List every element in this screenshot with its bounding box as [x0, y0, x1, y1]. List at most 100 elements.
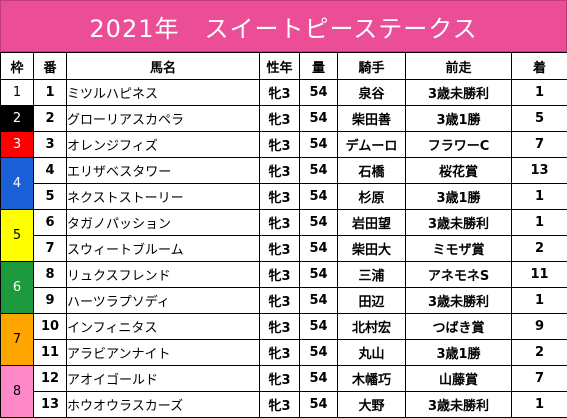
- header-sex: 性年: [260, 53, 300, 80]
- horse-name: ネクストストーリー: [67, 184, 260, 210]
- sex-age: 牝3: [260, 288, 300, 314]
- weight: 54: [300, 132, 338, 158]
- jockey-name: デムーロ: [338, 132, 406, 158]
- header-prev: 前走: [406, 53, 512, 80]
- previous-finish: 2: [512, 236, 567, 262]
- waku-cell: 5: [1, 210, 34, 262]
- horse-number: 11: [34, 340, 67, 366]
- horse-name: ミツルハピネス: [67, 80, 260, 106]
- weight: 54: [300, 80, 338, 106]
- horse-name: アラビアンナイト: [67, 340, 260, 366]
- weight: 54: [300, 158, 338, 184]
- horse-number: 7: [34, 236, 67, 262]
- jockey-name: 泉谷: [338, 80, 406, 106]
- previous-finish: 2: [512, 340, 567, 366]
- previous-finish: 13: [512, 158, 567, 184]
- previous-finish: 1: [512, 184, 567, 210]
- previous-finish: 1: [512, 288, 567, 314]
- previous-finish: 1: [512, 210, 567, 236]
- waku-cell: 7: [1, 314, 34, 366]
- previous-race: 桜花賞: [406, 158, 512, 184]
- header-fav: 着: [512, 53, 567, 80]
- waku-cell: 2: [1, 106, 34, 132]
- weight: 54: [300, 366, 338, 392]
- previous-finish: 1: [512, 392, 567, 418]
- sex-age: 牝3: [260, 210, 300, 236]
- weight: 54: [300, 184, 338, 210]
- jockey-name: 岩田望: [338, 210, 406, 236]
- header-jockey: 騎手: [338, 53, 406, 80]
- horse-name: ホウオウラスカーズ: [67, 392, 260, 418]
- header-waku: 枠: [1, 53, 34, 80]
- previous-race: フラワーC: [406, 132, 512, 158]
- horse-name: エリザベスタワー: [67, 158, 260, 184]
- weight: 54: [300, 392, 338, 418]
- previous-finish: 5: [512, 106, 567, 132]
- weight: 54: [300, 106, 338, 132]
- horse-name: ハーツラプソディ: [67, 288, 260, 314]
- weight: 54: [300, 288, 338, 314]
- previous-race: 山藤賞: [406, 366, 512, 392]
- previous-race: 3歳1勝: [406, 106, 512, 132]
- horse-number: 10: [34, 314, 67, 340]
- waku-cell: 6: [1, 262, 34, 314]
- previous-finish: 11: [512, 262, 567, 288]
- jockey-name: 柴田大: [338, 236, 406, 262]
- sex-age: 牝3: [260, 184, 300, 210]
- sex-age: 牝3: [260, 80, 300, 106]
- waku-cell: 8: [1, 366, 34, 418]
- header-ban: 番: [34, 53, 67, 80]
- waku-cell: 3: [1, 132, 34, 158]
- previous-race: 3歳1勝: [406, 340, 512, 366]
- header-name: 馬名: [67, 53, 260, 80]
- weight: 54: [300, 236, 338, 262]
- horse-number: 8: [34, 262, 67, 288]
- jockey-name: 大野: [338, 392, 406, 418]
- previous-finish: 9: [512, 314, 567, 340]
- weight: 54: [300, 210, 338, 236]
- jockey-name: 丸山: [338, 340, 406, 366]
- horse-name: スウィートブルーム: [67, 236, 260, 262]
- previous-race: つばき賞: [406, 314, 512, 340]
- jockey-name: 三浦: [338, 262, 406, 288]
- weight: 54: [300, 262, 338, 288]
- sex-age: 牝3: [260, 106, 300, 132]
- waku-cell: 1: [1, 80, 34, 106]
- jockey-name: 田辺: [338, 288, 406, 314]
- weight: 54: [300, 314, 338, 340]
- previous-finish: 7: [512, 132, 567, 158]
- weight: 54: [300, 340, 338, 366]
- previous-finish: 1: [512, 80, 567, 106]
- previous-race: 3歳未勝利: [406, 80, 512, 106]
- header-row: 枠 番 馬名 性年 量 騎手 前走 着: [1, 53, 567, 80]
- horse-number: 9: [34, 288, 67, 314]
- horse-number: 3: [34, 132, 67, 158]
- horse-number: 5: [34, 184, 67, 210]
- previous-race: 3歳1勝: [406, 184, 512, 210]
- header-kin: 量: [300, 53, 338, 80]
- previous-race: 3歳未勝利: [406, 210, 512, 236]
- sex-age: 牝3: [260, 340, 300, 366]
- previous-race: 3歳未勝利: [406, 392, 512, 418]
- horse-name: アオイゴールド: [67, 366, 260, 392]
- sex-age: 牝3: [260, 392, 300, 418]
- previous-race: アネモネS: [406, 262, 512, 288]
- sex-age: 牝3: [260, 314, 300, 340]
- sex-age: 牝3: [260, 158, 300, 184]
- horse-number: 1: [34, 80, 67, 106]
- previous-race: 3歳未勝利: [406, 288, 512, 314]
- jockey-name: 杉原: [338, 184, 406, 210]
- horse-number: 2: [34, 106, 67, 132]
- waku-cell: 4: [1, 158, 34, 210]
